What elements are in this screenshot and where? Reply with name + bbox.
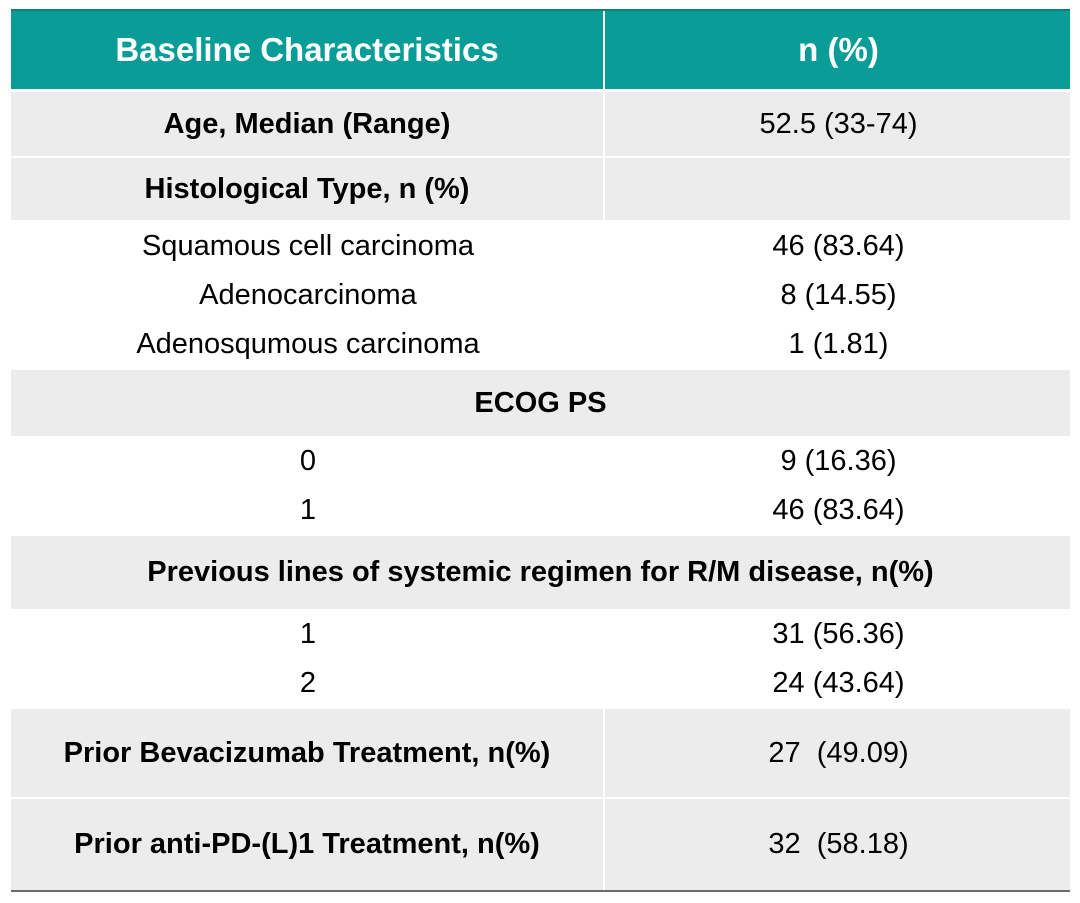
table-header-row: Baseline Characteristics n (%): [11, 11, 1070, 92]
bevacizumab-label: Prior Bevacizumab Treatment, n(%): [11, 709, 605, 797]
histology-label-adeno: Adenocarcinoma: [199, 278, 417, 311]
table-row-bevacizumab: Prior Bevacizumab Treatment, n(%) 27 (49…: [11, 709, 1070, 799]
histology-heading: Histological Type, n (%): [11, 158, 605, 220]
table-row-histology-items: Squamous cell carcinoma Adenocarcinoma A…: [11, 220, 1070, 370]
header-baseline-characteristics: Baseline Characteristics: [11, 11, 605, 89]
ecog-value-0: 9 (16.36): [780, 445, 897, 477]
table-top-border: [11, 9, 1070, 11]
table-row-previous-lines-items: 1 2 31 (56.36) 24 (43.64): [11, 609, 1070, 709]
baseline-characteristics-table: Baseline Characteristics n (%) Age, Medi…: [11, 9, 1070, 892]
anti-pd-label: Prior anti-PD-(L)1 Treatment, n(%): [11, 799, 605, 890]
ecog-labels: 0 1: [11, 436, 605, 536]
previous-lines-label-2: 2: [299, 667, 317, 699]
table-row-histology-heading: Histological Type, n (%): [11, 158, 1070, 220]
histology-label-squamous: Squamous cell carcinoma: [141, 229, 475, 262]
ecog-heading: ECOG PS: [474, 386, 607, 419]
ecog-value-1: 46 (83.64): [772, 494, 905, 526]
table-row-previous-lines-heading: Previous lines of systemic regimen for R…: [11, 536, 1070, 609]
previous-lines-label-1: 1: [299, 618, 317, 650]
anti-pd-value: 32 (58.18): [768, 828, 909, 860]
table-bottom-border: [11, 890, 1070, 892]
histology-value-adeno: 8 (14.55): [780, 278, 897, 311]
bevacizumab-value: 27 (49.09): [768, 736, 909, 769]
table-row-anti-pd: Prior anti-PD-(L)1 Treatment, n(%) 32 (5…: [11, 799, 1070, 890]
ecog-values: 9 (16.36) 46 (83.64): [607, 436, 1070, 536]
ecog-label-0: 0: [299, 445, 317, 477]
previous-lines-labels: 1 2: [11, 609, 605, 709]
age-value: 52.5 (33-74): [759, 107, 918, 140]
previous-lines-value-1: 31 (56.36): [772, 618, 905, 650]
previous-lines-value-2: 24 (43.64): [772, 667, 905, 699]
table-row-ecog-heading: ECOG PS: [11, 370, 1070, 436]
previous-lines-heading: Previous lines of systemic regimen for R…: [147, 556, 934, 588]
histology-heading-empty-cell: [607, 158, 1070, 220]
histology-value-squamous: 46 (83.64): [772, 229, 905, 262]
histology-value-adenosquamous: 1 (1.81): [788, 327, 889, 360]
ecog-label-1: 1: [299, 494, 317, 526]
header-n-percent: n (%): [798, 31, 879, 68]
table-row-age: Age, Median (Range) 52.5 (33-74): [11, 92, 1070, 158]
histology-labels: Squamous cell carcinoma Adenocarcinoma A…: [11, 220, 605, 370]
histology-label-adenosquamous: Adenosqumous carcinoma: [136, 327, 480, 360]
age-label: Age, Median (Range): [11, 92, 605, 156]
previous-lines-values: 31 (56.36) 24 (43.64): [607, 609, 1070, 709]
table-row-ecog-items: 0 1 9 (16.36) 46 (83.64): [11, 436, 1070, 536]
histology-values: 46 (83.64) 8 (14.55) 1 (1.81): [607, 220, 1070, 370]
